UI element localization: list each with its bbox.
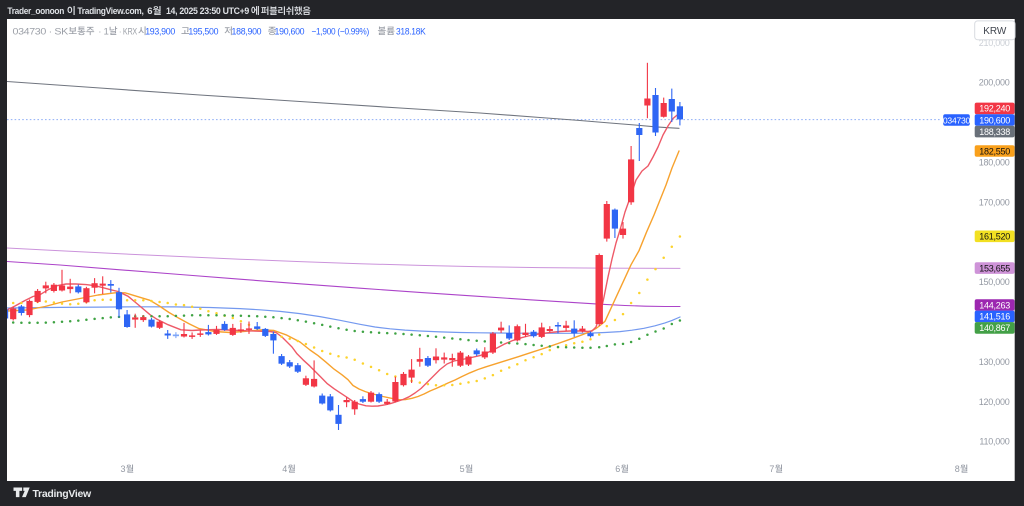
svg-text:5: 5 (460, 464, 465, 474)
svg-text:150,000: 150,000 (979, 277, 1010, 287)
svg-text:110,000: 110,000 (979, 437, 1009, 447)
svg-text:3: 3 (121, 464, 126, 474)
svg-text:182,550: 182,550 (979, 146, 1010, 156)
svg-text:034730 · SK: 034730 · SK (13, 26, 70, 36)
svg-text:188,338: 188,338 (979, 127, 1010, 137)
svg-text:7: 7 (769, 464, 774, 474)
svg-text:200,000: 200,000 (979, 78, 1010, 88)
svg-text:14, 2025 23:50 UTC+9: 14, 2025 23:50 UTC+9 (166, 6, 249, 17)
svg-text:190,600: 190,600 (275, 26, 305, 36)
svg-text:144,263: 144,263 (979, 300, 1010, 310)
svg-text:190,600: 190,600 (979, 115, 1010, 125)
svg-text:192,240: 192,240 (979, 104, 1010, 114)
svg-text:KRW: KRW (983, 26, 1007, 37)
svg-text:Trader_oonoon: Trader_oonoon (7, 6, 64, 17)
svg-text:193,900: 193,900 (145, 26, 175, 36)
svg-text:170,000: 170,000 (979, 197, 1010, 207)
svg-text:TradingView: TradingView (33, 488, 92, 500)
svg-text:130,000: 130,000 (979, 357, 1010, 367)
svg-text:318.18K: 318.18K (396, 26, 427, 36)
svg-text:188,900: 188,900 (232, 26, 262, 36)
svg-text:−1,900 (−0.99%): −1,900 (−0.99%) (312, 26, 370, 36)
svg-text:4: 4 (282, 464, 287, 474)
svg-text:140,867: 140,867 (979, 323, 1010, 333)
svg-text:TradingView.com,: TradingView.com, (77, 6, 143, 17)
svg-text:· KRX: · KRX (119, 26, 137, 36)
svg-text:210,000: 210,000 (979, 38, 1010, 48)
svg-text:161,520: 161,520 (979, 232, 1010, 242)
svg-text:· 1: · 1 (98, 26, 108, 36)
svg-text:141,516: 141,516 (979, 312, 1010, 322)
svg-text:120,000: 120,000 (979, 397, 1010, 407)
svg-text:195,500: 195,500 (188, 26, 218, 36)
svg-text:8: 8 (955, 464, 960, 474)
svg-text:6: 6 (615, 464, 620, 474)
svg-text:034730: 034730 (943, 115, 971, 125)
svg-text:6: 6 (147, 6, 152, 17)
svg-text:153,655: 153,655 (979, 263, 1010, 273)
svg-text:180,000: 180,000 (979, 158, 1010, 168)
